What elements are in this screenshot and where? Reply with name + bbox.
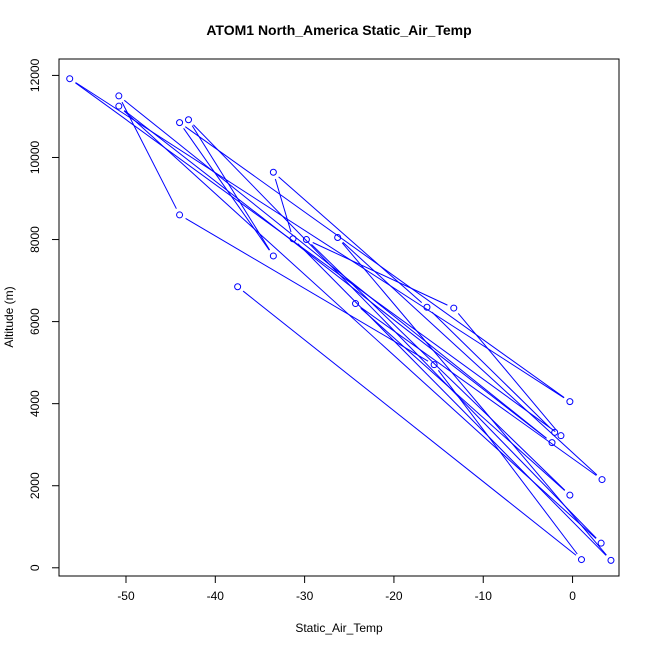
series-segment (123, 99, 547, 439)
series-segment (183, 128, 270, 251)
data-point (66, 75, 74, 83)
x-axis: -50 -40 -30 -20 -10 0 (117, 575, 576, 603)
series-segment (312, 242, 448, 306)
series-segment (431, 311, 551, 428)
y-tick-label: 0 (28, 564, 42, 571)
series-segment (242, 290, 577, 556)
y-tick-label: 8000 (28, 226, 42, 253)
y-tick-label: 10000 (28, 140, 42, 174)
x-tick-label: 0 (569, 589, 576, 603)
data-point (352, 300, 360, 308)
data-point (557, 432, 565, 440)
series-segment (297, 243, 607, 556)
x-tick-label: -30 (296, 589, 314, 603)
y-tick-label: 4000 (28, 390, 42, 417)
data-point (289, 235, 297, 243)
series-segment (124, 110, 547, 439)
data-point (598, 476, 606, 484)
chart-title: ATOM1 North_America Static_Air_Temp (206, 22, 471, 38)
data-point (269, 168, 277, 176)
series-segment (121, 101, 177, 209)
data-point (551, 428, 559, 436)
data-point (577, 556, 585, 564)
y-axis: 0 2000 4000 6000 8000 10000 12000 (28, 58, 60, 571)
data-point (269, 252, 277, 260)
data-point (334, 233, 342, 241)
series-segment (437, 369, 578, 555)
data-point (176, 211, 184, 219)
data-point (302, 236, 310, 244)
y-tick-label: 12000 (28, 58, 42, 92)
series-segment (191, 125, 271, 251)
series-segment (75, 82, 556, 432)
data-point (566, 491, 574, 499)
data-point (423, 303, 431, 311)
data-point (450, 304, 458, 312)
series-segment (184, 126, 565, 398)
data-point (566, 398, 574, 406)
x-tick-label: -20 (385, 589, 403, 603)
y-axis-label: Altitude (m) (2, 286, 16, 347)
y-tick-label: 6000 (28, 308, 42, 335)
data-point (234, 283, 242, 291)
data-point (548, 439, 556, 447)
x-axis-label: Static_Air_Temp (295, 621, 383, 635)
series-layer (66, 75, 615, 564)
data-point (176, 119, 184, 127)
series-segment (341, 242, 607, 556)
data-point (115, 102, 123, 110)
x-tick-label: -40 (207, 589, 225, 603)
data-point (597, 539, 605, 547)
series-segment (457, 313, 557, 431)
series-segment (311, 244, 566, 491)
x-tick-label: -10 (475, 589, 493, 603)
series-segment (342, 241, 598, 476)
data-point (115, 92, 123, 100)
data-point (185, 116, 193, 124)
series-segment (360, 307, 597, 476)
data-point (607, 556, 615, 564)
y-tick-label: 2000 (28, 472, 42, 499)
series-segment (274, 178, 292, 233)
series-segment (360, 307, 565, 491)
series-segment (278, 176, 423, 303)
data-point (430, 361, 438, 369)
x-tick-label: -50 (117, 589, 135, 603)
series-segment (75, 82, 565, 399)
series-segment (185, 218, 429, 362)
series-segment (123, 110, 597, 539)
